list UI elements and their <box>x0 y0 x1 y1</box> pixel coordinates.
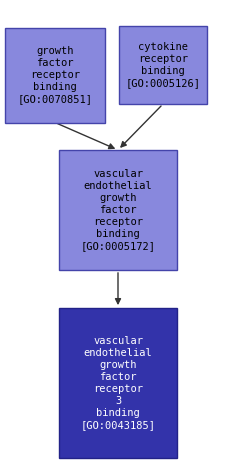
FancyBboxPatch shape <box>59 150 176 270</box>
FancyBboxPatch shape <box>5 28 105 123</box>
Text: vascular
endothelial
growth
factor
receptor
binding
[GO:0005172]: vascular endothelial growth factor recep… <box>80 169 155 251</box>
FancyBboxPatch shape <box>118 26 206 104</box>
Text: growth
factor
receptor
binding
[GO:0070851]: growth factor receptor binding [GO:00708… <box>17 46 92 104</box>
Text: vascular
endothelial
growth
factor
receptor
3
binding
[GO:0043185]: vascular endothelial growth factor recep… <box>80 336 155 430</box>
Text: cytokine
receptor
binding
[GO:0005126]: cytokine receptor binding [GO:0005126] <box>125 42 200 88</box>
FancyBboxPatch shape <box>59 308 176 458</box>
